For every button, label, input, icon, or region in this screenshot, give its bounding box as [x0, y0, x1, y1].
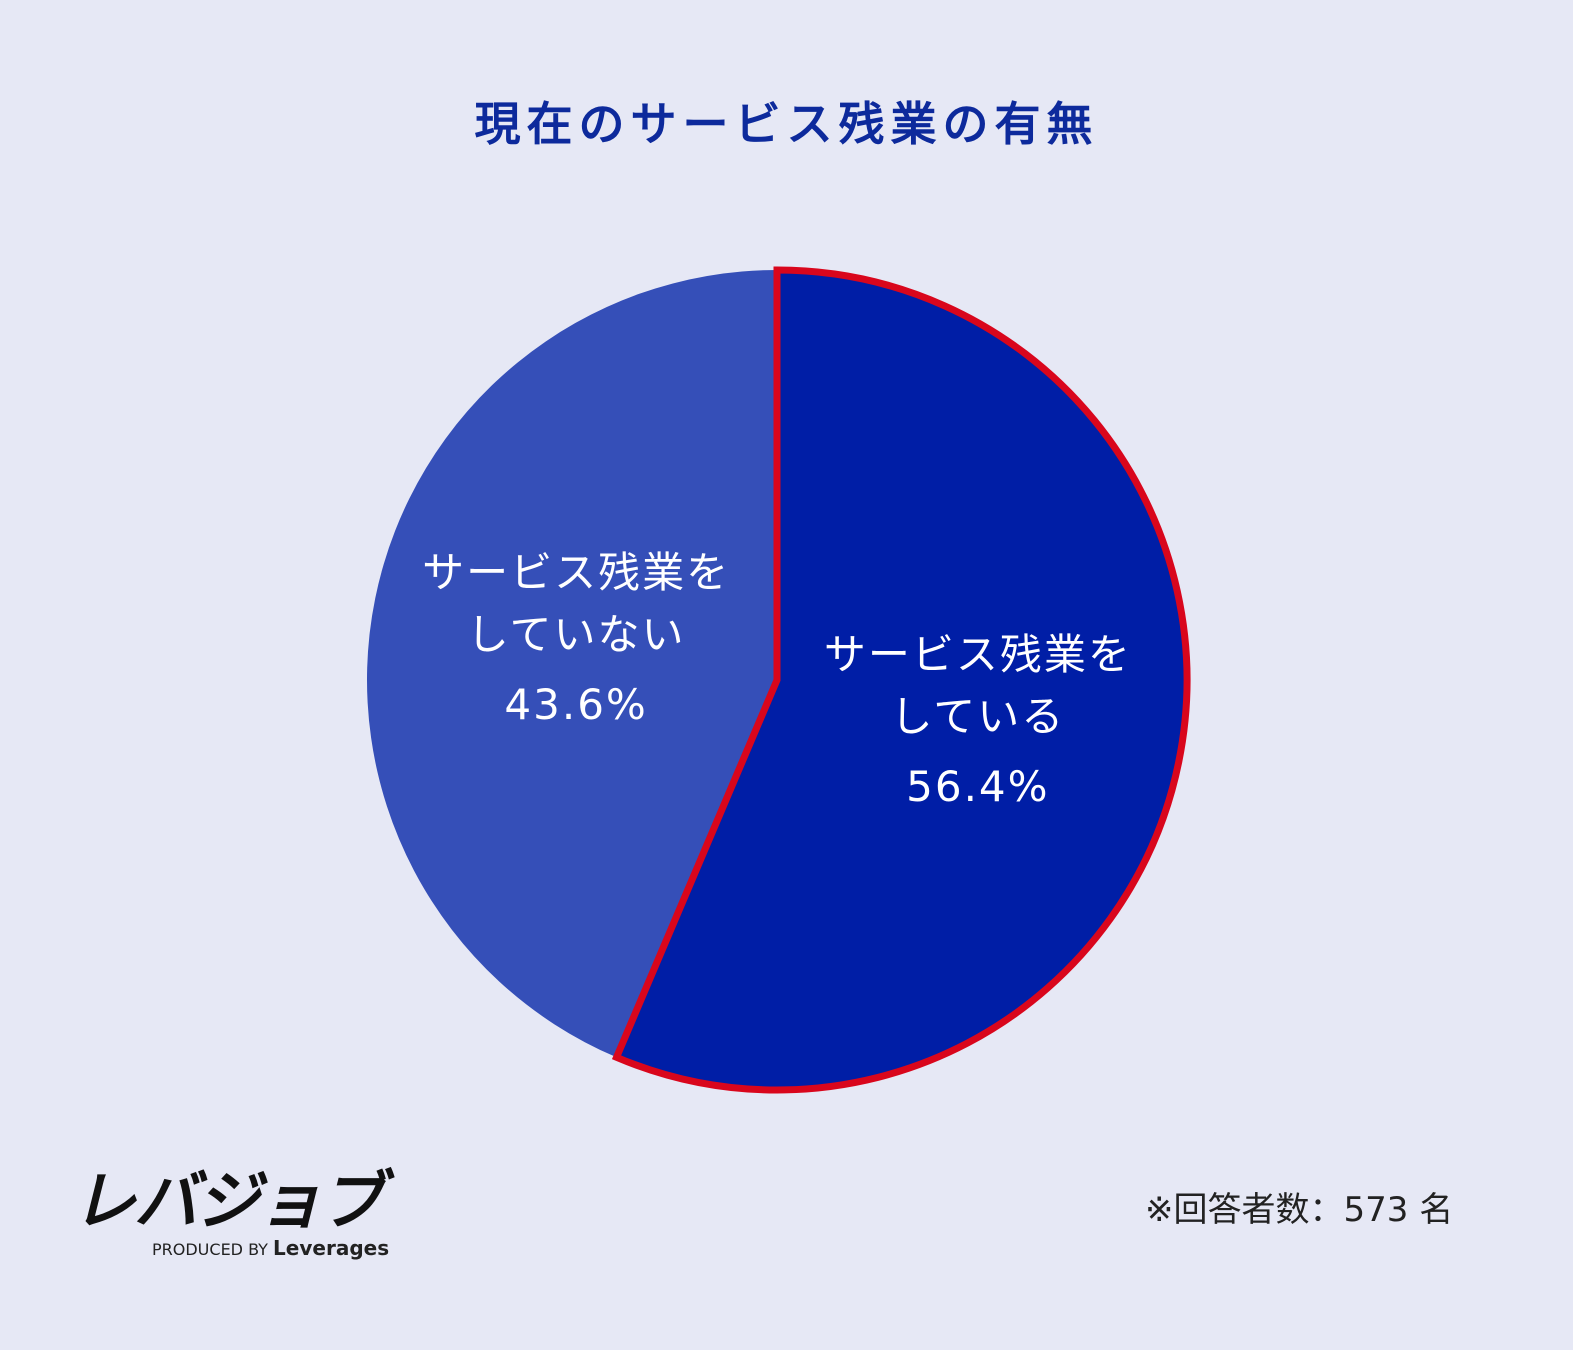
tagline-text: PRODUCED BY — [152, 1240, 268, 1259]
pie-slice — [611, 266, 1191, 1094]
slice-label: サービス残業を している 56.4% — [824, 624, 1132, 818]
slice-label: サービス残業を していない 43.6% — [422, 542, 730, 736]
category-label: サービス残業を している — [823, 629, 1132, 741]
pie-slice — [367, 270, 777, 1058]
category-label: サービス残業を していない — [422, 548, 731, 660]
note: ※回答者数：573 名 — [1145, 1190, 1454, 1230]
value-label: 56.4% — [906, 761, 1050, 811]
value-label: 43.6% — [504, 680, 648, 730]
chart-title: 現在のサービス残業の有無 — [474, 97, 1099, 151]
company: Leverages — [273, 1236, 390, 1260]
logo: レバジョブ — [72, 1165, 384, 1239]
tagline: PRODUCED BY Leverages — [152, 1236, 389, 1260]
